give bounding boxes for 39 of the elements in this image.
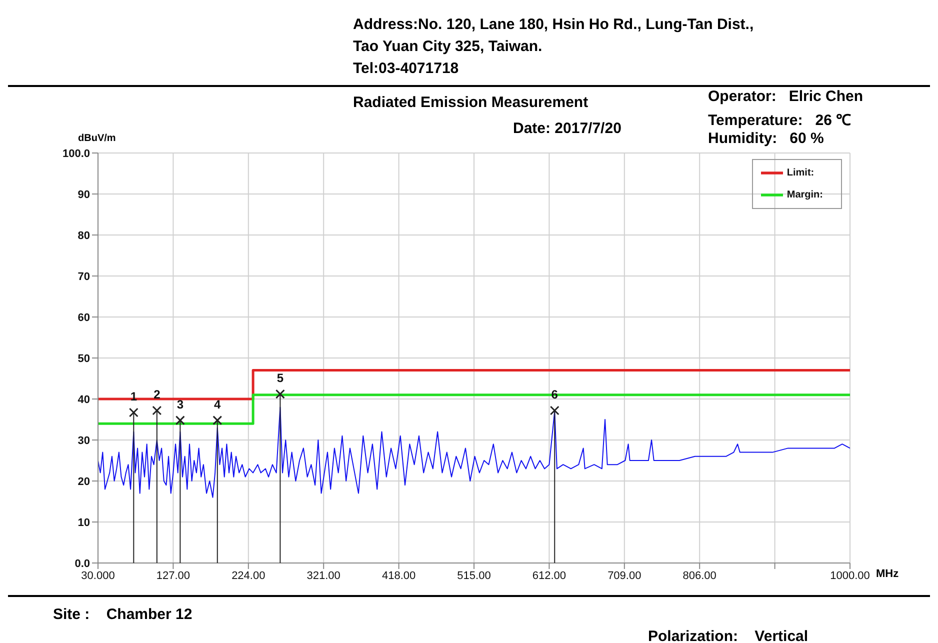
y-tick-label: 60 (78, 312, 90, 324)
y-tick-label: 30 (78, 434, 90, 447)
y-tick-label: 20 (78, 476, 90, 488)
chart-title: Radiated Emission Measurement (353, 94, 588, 111)
x-tick-label: 127.00 (156, 570, 190, 582)
y-tick-label: 0.0 (74, 558, 90, 570)
x-tick-label: 806.00 (682, 570, 716, 582)
legend-label: Margin: (786, 190, 823, 201)
text: Tel:03-4071718 (353, 60, 459, 77)
text: Tao Yuan City 325, Taiwan. (353, 38, 542, 55)
y-tick-label: 80 (78, 230, 90, 242)
x-tick-label: 515.00 (457, 570, 491, 582)
annotation: 4 (214, 397, 222, 412)
legend-label: Limit: (786, 168, 814, 179)
x-tick-label: 1000.00 (830, 570, 870, 582)
text: Humidity: 60 % (708, 130, 824, 147)
x-tick-label: 612.00 (532, 570, 566, 582)
y-tick-label: 70 (78, 270, 90, 283)
y-tick-label: 40 (78, 394, 90, 406)
y-tick-label: 10 (78, 516, 90, 529)
text: Operator: Elric Chen (708, 88, 864, 105)
text: Date: 2017/7/20 (513, 120, 622, 137)
x-tick-label: 709.00 (608, 570, 642, 582)
text: Address:No. 120, Lane 180, Hsin Ho Rd., Lung-Tan Dist., (353, 16, 754, 33)
x-axis-title: MHz (876, 568, 899, 580)
y-axis-title: dBuV/m (78, 133, 116, 144)
x-tick-label: 418.00 (382, 570, 416, 582)
annotation: 3 (176, 397, 184, 412)
x-tick-label: 30.000 (81, 570, 115, 582)
y-tick-label: 50 (78, 352, 90, 365)
text: Site : Chamber 12 (53, 606, 192, 623)
text: Polarization: Vertical (648, 628, 808, 643)
x-tick-label: 321.00 (306, 570, 340, 582)
text: Temperature: 26 ℃ (708, 111, 852, 129)
y-tick-label: 90 (78, 188, 90, 201)
annotation: 2 (154, 387, 161, 402)
annotation: 5 (276, 371, 284, 386)
x-tick-label: 224.00 (232, 570, 266, 582)
y-tick-label: 100.0 (62, 148, 90, 160)
